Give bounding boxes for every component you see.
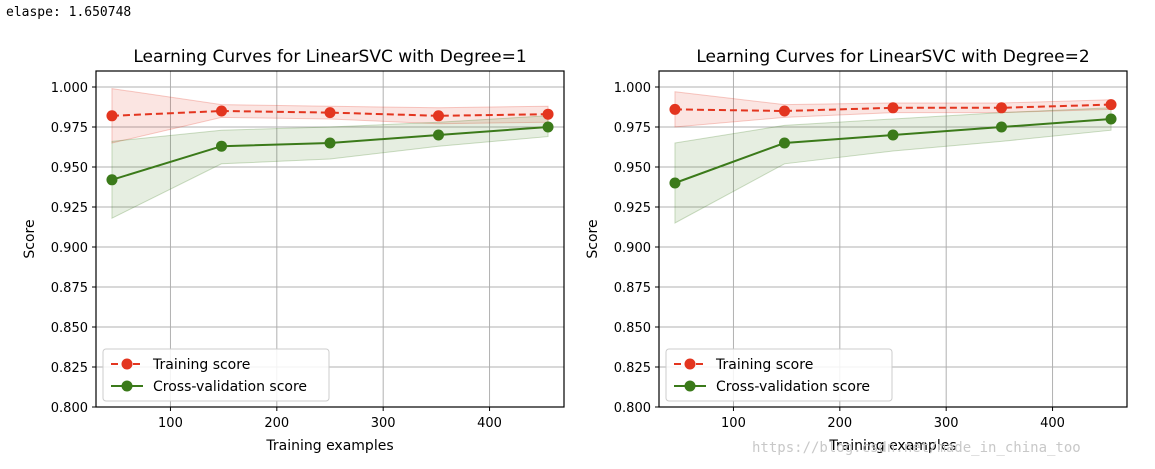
y-tick-label: 0.800 (614, 401, 651, 416)
data-point-cross-validation (995, 121, 1007, 133)
legend-swatch-marker (121, 380, 133, 392)
y-tick-label: 0.975 (51, 121, 88, 136)
x-tick-label: 200 (264, 416, 289, 431)
data-point-training (432, 110, 444, 122)
plot-frame (658, 70, 1128, 408)
y-tick-label: 1.000 (51, 81, 88, 96)
data-point-cross-validation (1105, 113, 1117, 125)
watermark-text: https://blog.csdn.net/made_in_china_too (752, 440, 1081, 456)
y-axis-label: Score (585, 219, 601, 258)
data-point-training (324, 107, 336, 119)
data-point-training (779, 105, 791, 117)
data-point-cross-validation (216, 140, 228, 152)
x-tick-label: 400 (1040, 416, 1065, 431)
chart-title: Learning Curves for LinearSVC with Degre… (133, 47, 526, 67)
confidence-band-cross-validation (674, 107, 1112, 224)
x-tick-label: 300 (934, 416, 959, 431)
x-tick-label: 100 (721, 416, 746, 431)
y-tick-label: 0.825 (614, 361, 651, 376)
legend: Training score Cross-validation score (665, 348, 893, 402)
legend-label: Cross-validation score (153, 379, 307, 395)
y-tick-label: 0.825 (51, 361, 88, 376)
x-tick-label: 400 (477, 416, 502, 431)
y-tick-label: 0.850 (51, 321, 88, 336)
legend: Training score Cross-validation score (102, 348, 330, 402)
legend-label: Training score (152, 357, 250, 373)
y-tick-label: 0.925 (51, 201, 88, 216)
elapsed-time-text: elaspe: 1.650748 (6, 5, 132, 20)
data-point-training (542, 108, 554, 120)
legend-swatch-marker (121, 358, 133, 370)
data-point-cross-validation (887, 129, 899, 141)
y-tick-label: 0.900 (614, 241, 651, 256)
y-tick-label: 0.950 (614, 161, 651, 176)
legend-swatch-marker (684, 380, 696, 392)
x-tick-label: 100 (158, 416, 183, 431)
data-point-training (887, 102, 899, 114)
legend-box (665, 348, 893, 402)
x-axis-label: Training examples (265, 438, 393, 454)
data-point-cross-validation (324, 137, 336, 149)
data-point-cross-validation (542, 121, 554, 133)
data-point-training (106, 110, 118, 122)
chart-title: Learning Curves for LinearSVC with Degre… (696, 47, 1089, 67)
series-line-training (674, 103, 1112, 113)
legend-swatch-marker (684, 358, 696, 370)
y-tick-label: 1.000 (614, 81, 651, 96)
chart-panel-1: 100 200 300 400 0.800 0.825 0.850 0.875 0.900 0.9… (22, 47, 565, 454)
legend-label: Cross-validation score (716, 379, 870, 395)
x-tick-label: 300 (371, 416, 396, 431)
legend-label: Training score (715, 357, 813, 373)
y-tick-label: 0.850 (614, 321, 651, 336)
plot-frame (95, 70, 565, 408)
series-line-training (111, 109, 549, 117)
data-point-training (995, 102, 1007, 114)
y-tick-label: 0.950 (51, 161, 88, 176)
data-point-cross-validation (779, 137, 791, 149)
data-point-training (669, 103, 681, 115)
data-point-cross-validation (432, 129, 444, 141)
y-tick-label: 0.975 (614, 121, 651, 136)
data-point-cross-validation (669, 177, 681, 189)
y-axis-label: Score (22, 219, 38, 258)
legend-box (102, 348, 330, 402)
data-point-cross-validation (106, 174, 118, 186)
y-tick-label: 0.925 (614, 201, 651, 216)
data-point-training (216, 105, 228, 117)
y-tick-label: 0.875 (51, 281, 88, 296)
chart-panel-2: 100 200 300 400 0.800 0.825 0.850 0.875 0.900 0.9… (585, 47, 1128, 454)
data-point-training (1105, 99, 1117, 111)
y-tick-label: 0.875 (614, 281, 651, 296)
x-axis-label: Training examples (828, 438, 956, 454)
y-tick-label: 0.800 (51, 401, 88, 416)
x-tick-label: 200 (827, 416, 852, 431)
y-tick-label: 0.900 (51, 241, 88, 256)
